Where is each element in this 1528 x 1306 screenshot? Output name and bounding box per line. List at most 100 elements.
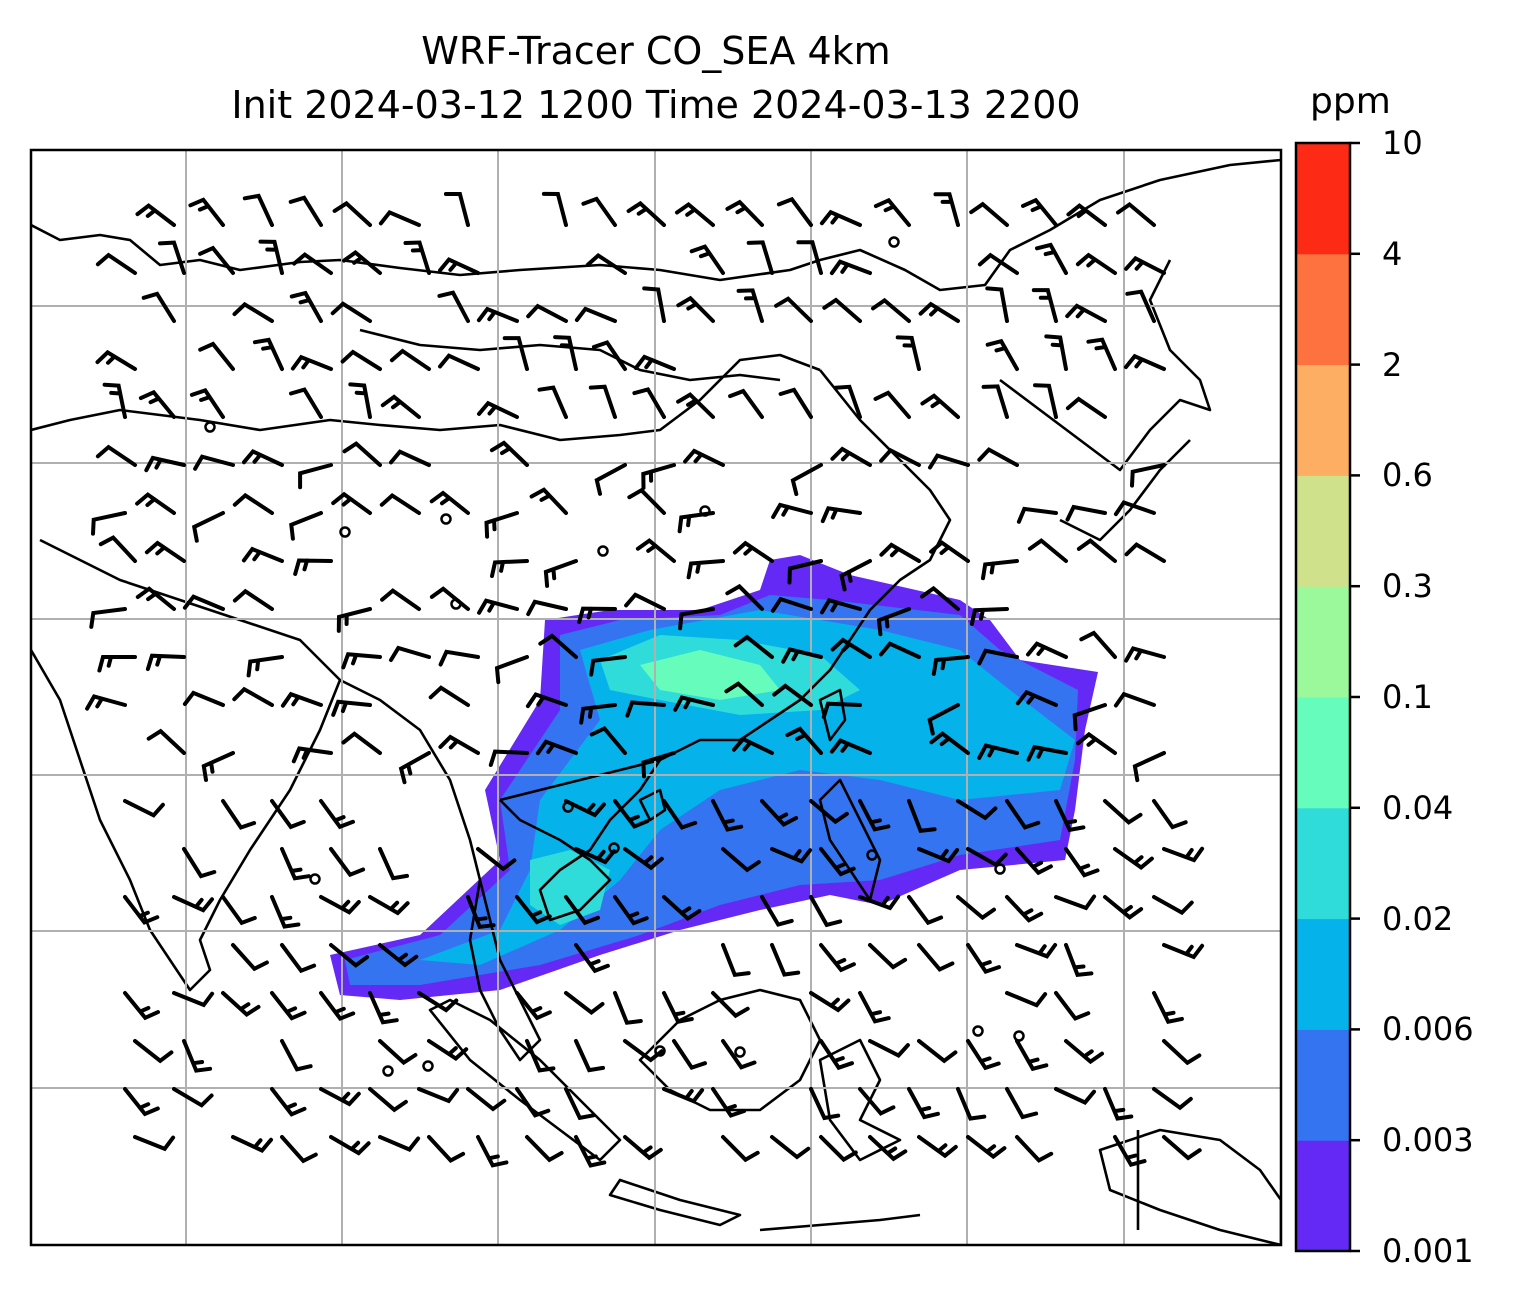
- wind-barb: [466, 1087, 507, 1112]
- wind-barb: [929, 540, 970, 563]
- wind-barb: [525, 692, 568, 709]
- wind-barb: [675, 201, 715, 227]
- wind-barb: [515, 991, 552, 1021]
- wind-barb: [232, 492, 274, 515]
- wind-barb: [732, 736, 774, 755]
- wind-barb: [280, 691, 323, 708]
- wind-barb: [144, 455, 186, 473]
- wind-barb: [380, 588, 421, 611]
- colorbar-tick-label: 0.02: [1382, 899, 1454, 938]
- tracer-plume: [330, 555, 1098, 1000]
- wind-barb: [1162, 1039, 1202, 1066]
- wind-barb: [417, 1087, 460, 1104]
- colorbar-tick-label: 0.3: [1382, 567, 1433, 606]
- wind-barb: [95, 444, 137, 467]
- coast-taiwan: [818, 688, 847, 742]
- wind-barb: [427, 1135, 466, 1163]
- wind-barb: [790, 463, 823, 496]
- wind-barb: [231, 1135, 273, 1153]
- wind-barb: [526, 303, 568, 323]
- wind-barb: [1005, 799, 1041, 830]
- coast-java: [608, 1178, 742, 1227]
- wind-barb: [829, 738, 872, 755]
- colorbar-segment: [1296, 143, 1350, 255]
- wind-barb: [438, 734, 480, 755]
- wind-barb: [232, 588, 274, 611]
- wind-barb: [258, 239, 284, 275]
- wind-barb: [858, 894, 901, 911]
- coast-japan: [1059, 439, 1191, 542]
- colorbar-segment: [1296, 475, 1350, 587]
- wind-barb: [929, 731, 970, 755]
- wind-barb: [525, 1135, 564, 1163]
- wind-barb: [488, 749, 529, 767]
- wind-barb: [198, 245, 235, 275]
- wind-barb: [95, 349, 137, 371]
- wind-barb: [1113, 847, 1154, 871]
- wind-barb: [981, 384, 1009, 419]
- wind-barb: [221, 991, 261, 1018]
- wind-barb: [389, 449, 431, 467]
- wind-barb: [868, 1135, 908, 1162]
- wind-barb: [574, 306, 617, 323]
- wind-barb: [623, 847, 664, 871]
- wind-barb: [289, 387, 323, 419]
- wind-barb: [819, 943, 856, 973]
- wind-barb: [330, 301, 372, 323]
- wind-barb: [746, 240, 774, 275]
- wind-barb: [489, 440, 529, 467]
- wind-barb: [1005, 895, 1044, 923]
- wind-barb: [1103, 1087, 1134, 1121]
- wind-barb: [144, 540, 186, 563]
- wind-barb: [1015, 1039, 1049, 1072]
- wind-barb: [332, 200, 372, 227]
- wind-barb: [662, 895, 702, 922]
- wind-barb: [241, 546, 284, 563]
- wind-barb: [1113, 1135, 1147, 1168]
- wind-barbs: [85, 191, 1205, 1168]
- wind-barb: [85, 694, 127, 711]
- wind-barb: [579, 703, 617, 725]
- colorbar-tick-label: 0.003: [1382, 1121, 1474, 1160]
- coast-sumatra: [428, 998, 622, 1162]
- coastlines: [31, 158, 1281, 1245]
- wind-barb: [969, 201, 1009, 227]
- wind-barb: [95, 252, 137, 275]
- wind-barb: [1064, 943, 1094, 978]
- wind-barb: [873, 390, 911, 419]
- wind-barb: [689, 244, 725, 275]
- wind-barb: [138, 389, 176, 419]
- wind-barb: [1124, 255, 1166, 275]
- wind-barb: [340, 349, 382, 371]
- wind-barb: [466, 895, 496, 929]
- colorbar-unit: ppm: [1310, 81, 1391, 122]
- wind-barb: [158, 240, 186, 275]
- wind-barb: [785, 726, 823, 755]
- wind-barb: [378, 847, 409, 881]
- wind-barb: [1054, 894, 1097, 911]
- colorbar-tick-label: 4: [1382, 234, 1403, 273]
- wind-barb: [641, 463, 676, 490]
- calm-wind-circle: [440, 513, 452, 525]
- wind-barb: [270, 991, 307, 1021]
- wind-barb: [221, 799, 257, 830]
- wind-barb: [933, 192, 960, 227]
- colorbar-tick-label: 0.6: [1382, 456, 1433, 495]
- wind-barb: [293, 558, 333, 576]
- wind-barb: [189, 388, 225, 419]
- wind-barb: [625, 700, 666, 718]
- wind-barb: [515, 1087, 551, 1118]
- colorbar-segment: [1296, 807, 1350, 920]
- wind-barb: [1066, 203, 1107, 227]
- wind-barb: [232, 301, 274, 323]
- wind-barb: [182, 690, 225, 707]
- map-panel: [31, 150, 1281, 1245]
- wind-barb: [977, 252, 1019, 275]
- wind-barb: [627, 487, 666, 515]
- wind-barb: [1079, 630, 1117, 659]
- wind-barb: [918, 301, 960, 323]
- wind-barb: [1064, 847, 1100, 878]
- wind-barb: [476, 306, 519, 323]
- wind-barb: [1086, 337, 1117, 371]
- wind-barb: [839, 559, 872, 592]
